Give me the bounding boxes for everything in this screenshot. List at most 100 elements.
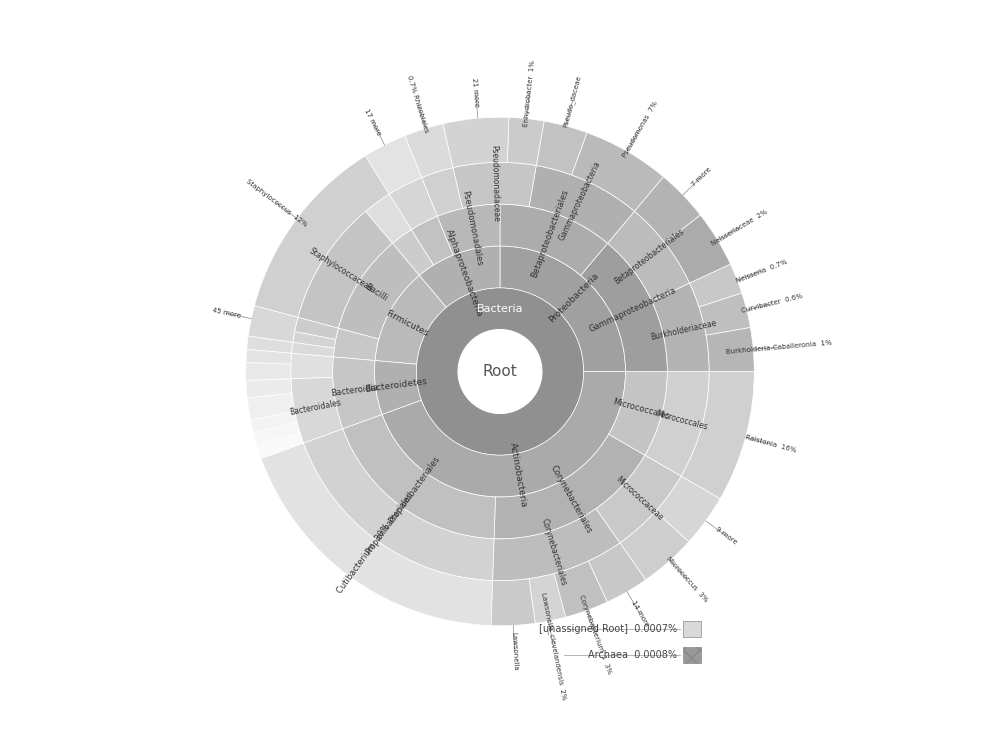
Wedge shape xyxy=(261,443,493,626)
Wedge shape xyxy=(247,393,295,420)
Wedge shape xyxy=(529,166,634,243)
Text: Propionibacteriales: Propionibacteriales xyxy=(387,455,441,525)
Text: Gammaproteobacteria: Gammaproteobacteria xyxy=(588,285,678,334)
Wedge shape xyxy=(453,162,536,209)
Text: Micrococcus  3%: Micrococcus 3% xyxy=(666,556,709,603)
Wedge shape xyxy=(293,331,336,348)
Wedge shape xyxy=(392,230,433,276)
Text: Staphylococcaceae: Staphylococcaceae xyxy=(308,247,375,294)
Text: Bacilli: Bacilli xyxy=(363,282,390,303)
Text: 14 more: 14 more xyxy=(630,600,650,628)
Text: Root: Root xyxy=(483,364,517,379)
Wedge shape xyxy=(291,353,333,379)
Text: Gammaproteobacteria: Gammaproteobacteria xyxy=(557,160,602,242)
Wedge shape xyxy=(690,264,742,307)
Wedge shape xyxy=(507,117,544,166)
Wedge shape xyxy=(374,360,421,415)
Text: Betaproteobacteriales: Betaproteobacteriales xyxy=(613,227,686,286)
Wedge shape xyxy=(493,509,620,581)
Text: Enhydrobacter  1%: Enhydrobacter 1% xyxy=(523,59,536,126)
Wedge shape xyxy=(596,455,681,543)
Text: Bacteroidales: Bacteroidales xyxy=(289,398,342,417)
Wedge shape xyxy=(298,211,392,328)
Wedge shape xyxy=(389,178,437,230)
Text: Micrococcales: Micrococcales xyxy=(655,409,709,432)
Wedge shape xyxy=(365,136,422,194)
Text: Lawsonella: Lawsonella xyxy=(511,632,519,671)
Wedge shape xyxy=(246,363,291,380)
Wedge shape xyxy=(634,177,700,243)
Circle shape xyxy=(458,330,542,413)
Wedge shape xyxy=(250,412,297,433)
Wedge shape xyxy=(681,372,754,499)
Text: Proteobacteria: Proteobacteria xyxy=(547,271,601,324)
Text: Pseudo_daceae: Pseudo_daceae xyxy=(562,74,583,128)
Wedge shape xyxy=(581,243,667,372)
Wedge shape xyxy=(257,432,303,458)
Text: Corynebacterium_1  3%: Corynebacterium_1 3% xyxy=(578,594,613,675)
Text: 7 more: 7 more xyxy=(690,166,712,188)
Wedge shape xyxy=(375,276,446,364)
Wedge shape xyxy=(572,132,663,211)
Wedge shape xyxy=(529,574,566,623)
Text: Micrococcaceae: Micrococcaceae xyxy=(613,475,664,522)
Wedge shape xyxy=(706,328,754,372)
Text: Pseudomonadaceae: Pseudomonadaceae xyxy=(490,145,501,222)
Wedge shape xyxy=(443,117,509,168)
Text: Pseudomonas  7%: Pseudomonas 7% xyxy=(621,100,659,158)
Wedge shape xyxy=(253,422,300,446)
Wedge shape xyxy=(665,215,730,283)
Wedge shape xyxy=(303,429,494,580)
Wedge shape xyxy=(419,246,500,308)
Wedge shape xyxy=(333,328,379,360)
Wedge shape xyxy=(343,415,496,539)
Text: 21 more: 21 more xyxy=(471,78,480,107)
Text: Firmicutes: Firmicutes xyxy=(384,308,430,338)
Text: Bacteroidia: Bacteroidia xyxy=(330,383,379,398)
Wedge shape xyxy=(248,305,298,343)
Text: Cutibacterium  30%: Cutibacterium 30% xyxy=(336,522,392,595)
Wedge shape xyxy=(536,121,587,175)
Text: Bacteria: Bacteria xyxy=(477,304,523,314)
Text: Lawsonella_clevelandensis  2%: Lawsonella_clevelandensis 2% xyxy=(540,592,567,701)
Wedge shape xyxy=(437,204,500,255)
Text: Neisseriaceae  2%: Neisseriaceae 2% xyxy=(711,208,769,247)
Wedge shape xyxy=(699,293,750,335)
Text: Ralstonia  16%: Ralstonia 16% xyxy=(744,435,797,454)
Wedge shape xyxy=(645,372,709,476)
Wedge shape xyxy=(620,511,689,580)
Wedge shape xyxy=(291,377,343,443)
Text: 0.7% Rhizobiales: 0.7% Rhizobiales xyxy=(407,74,430,133)
Text: Burkholderiaceae: Burkholderiaceae xyxy=(650,319,718,343)
Wedge shape xyxy=(422,168,462,216)
Wedge shape xyxy=(491,579,535,626)
Wedge shape xyxy=(247,336,293,353)
Wedge shape xyxy=(292,343,334,357)
Bar xyxy=(683,646,701,663)
Wedge shape xyxy=(405,124,453,178)
Wedge shape xyxy=(588,543,646,602)
Text: 17 more: 17 more xyxy=(364,108,382,137)
Text: Pseudomonadales: Pseudomonadales xyxy=(460,189,484,266)
Wedge shape xyxy=(609,372,667,455)
Text: Corynebacteriales: Corynebacteriales xyxy=(548,464,594,535)
Wedge shape xyxy=(416,288,584,455)
Wedge shape xyxy=(652,283,709,372)
Text: Betaproteobacteriales: Betaproteobacteriales xyxy=(530,189,570,279)
Wedge shape xyxy=(655,476,720,542)
Text: Neisseria  0.7%: Neisseria 0.7% xyxy=(735,259,788,284)
Text: Corynebacteriales: Corynebacteriales xyxy=(539,517,568,587)
Wedge shape xyxy=(338,243,419,339)
Text: Curvibacter  0.6%: Curvibacter 0.6% xyxy=(740,293,803,314)
Wedge shape xyxy=(411,216,453,265)
Wedge shape xyxy=(366,194,411,243)
Text: Bacteroidetes: Bacteroidetes xyxy=(365,377,428,394)
Text: Burkholderia-Caballeronia  1%: Burkholderia-Caballeronia 1% xyxy=(726,340,832,354)
Text: Alphaproteobacteria: Alphaproteobacteria xyxy=(444,228,484,318)
Wedge shape xyxy=(500,246,626,372)
Text: Archaea  0.0008%: Archaea 0.0008% xyxy=(588,649,677,660)
Wedge shape xyxy=(333,357,382,429)
Text: 45 more: 45 more xyxy=(211,308,241,319)
Wedge shape xyxy=(500,204,608,276)
Wedge shape xyxy=(554,561,607,617)
